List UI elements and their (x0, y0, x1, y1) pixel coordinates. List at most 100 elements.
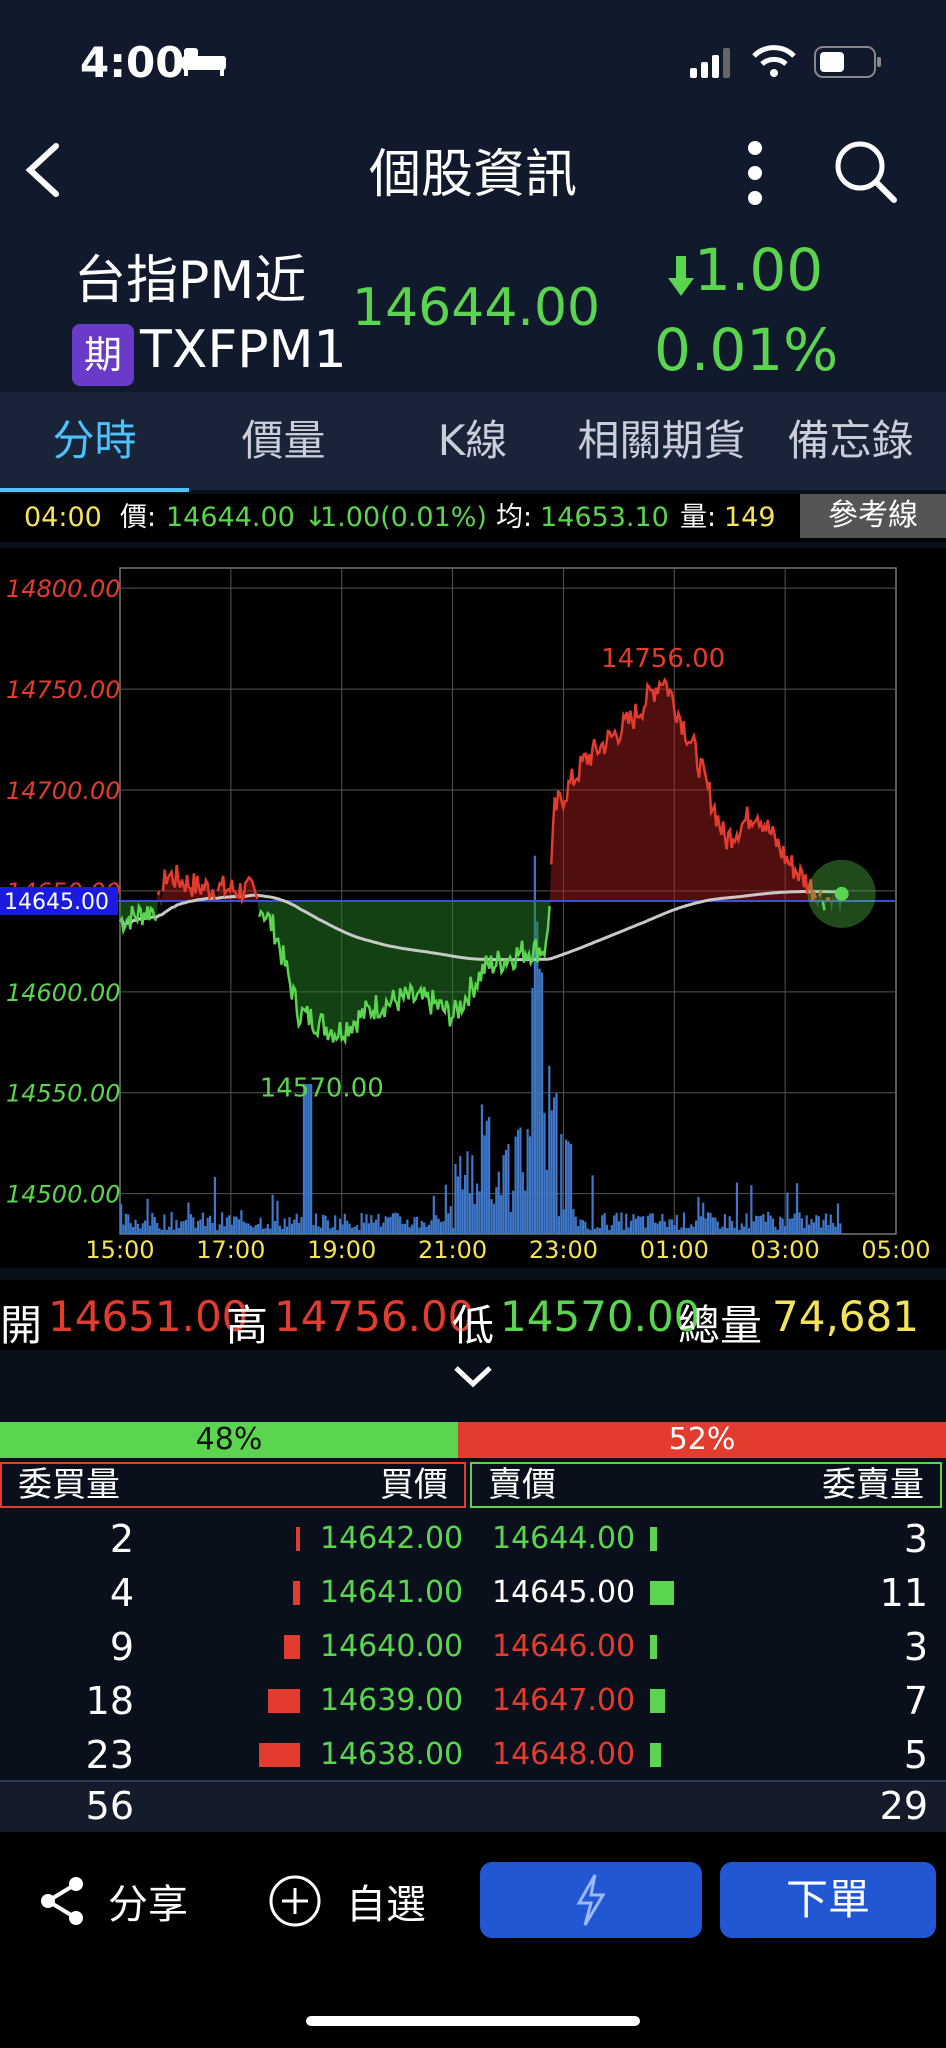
volume-bar (649, 1213, 652, 1234)
bid-qty: 18 (85, 1679, 134, 1723)
volume-bar (266, 1224, 269, 1234)
add-watchlist-icon[interactable] (268, 1874, 322, 1928)
volume-bar (437, 1218, 440, 1234)
volume-bar (560, 1134, 563, 1234)
volume-bar (591, 1175, 594, 1234)
low-label: 14570.00 (260, 1073, 384, 1103)
volume-bar (634, 1218, 637, 1234)
volume-bar (786, 1192, 789, 1234)
book-row[interactable]: 23 14638.00 14648.00 5 (0, 1728, 946, 1782)
volume-bar (702, 1202, 705, 1234)
volume-bar (148, 1225, 152, 1234)
book-row[interactable]: 9 14640.00 14646.00 3 (0, 1620, 946, 1674)
volume-bar (521, 1172, 524, 1234)
chevron-down-icon[interactable] (452, 1362, 494, 1390)
volume-bar (603, 1213, 606, 1234)
volume-bar (798, 1212, 801, 1234)
place-order-button[interactable]: 下單 (720, 1862, 936, 1938)
volume-bar (252, 1227, 255, 1234)
volume-bar (759, 1215, 763, 1234)
volume-bar (781, 1218, 784, 1234)
share-icon[interactable] (38, 1876, 86, 1926)
volume-bar (151, 1212, 154, 1234)
volume-bar (488, 1117, 491, 1234)
volume-bar (213, 1176, 217, 1234)
volume-bar (343, 1213, 346, 1234)
volume-bar (454, 1164, 457, 1234)
volume-bar (310, 1084, 313, 1234)
quick-order-button[interactable] (480, 1862, 702, 1938)
volume-bar (134, 1219, 137, 1234)
volume-bar (338, 1218, 342, 1234)
volume-bar (820, 1227, 823, 1234)
watchlist-button[interactable]: 自選 (346, 1882, 426, 1928)
volume-bar (329, 1228, 332, 1234)
volume-bar (654, 1222, 657, 1234)
volume-bar (305, 1084, 308, 1234)
volume-bar (593, 1228, 597, 1234)
lightning-icon (576, 1874, 606, 1926)
volume-bar (360, 1212, 363, 1234)
page-title: 個股資訊 (368, 145, 577, 205)
volume-bar (812, 1222, 816, 1234)
tab-memo[interactable]: 備忘錄 (787, 416, 914, 465)
volume-bar (514, 1136, 517, 1234)
volume-bar (281, 1228, 284, 1234)
volume-bar (451, 1227, 455, 1234)
quote-info-bar: 04:00 價: 14644.00 ↓ 1.00(0.01%) 均: 14653… (0, 494, 946, 542)
book-row[interactable]: 18 14639.00 14647.00 7 (0, 1674, 946, 1728)
volume-bar (800, 1218, 803, 1234)
search-icon[interactable] (832, 138, 898, 204)
volume-bar (528, 1136, 532, 1234)
x-tick-label: 17:00 (196, 1236, 265, 1264)
reference-line-button[interactable]: 參考線 (800, 494, 946, 538)
volume-bar (430, 1220, 433, 1234)
x-tick-label: 15:00 (85, 1236, 154, 1264)
volume-bar (492, 1203, 496, 1234)
more-icon[interactable] (740, 138, 770, 208)
volume-bar (459, 1156, 462, 1234)
volume-bar (456, 1176, 459, 1234)
quote-header: 台指PM近 期 TXFPM1 14644.00 1.00 0.01% (0, 222, 946, 392)
share-button[interactable]: 分享 (108, 1882, 188, 1928)
book-row[interactable]: 4 14641.00 14645.00 11 (0, 1566, 946, 1620)
total-vol-value: 74,681 (772, 1292, 919, 1341)
volume-bar (622, 1229, 625, 1234)
volume-bar (449, 1206, 452, 1234)
volume-bar (411, 1224, 414, 1234)
y-axis-labels: 14800.0014750.0014700.0014650.0014600.00… (6, 575, 121, 1208)
tab-kline[interactable]: K線 (437, 416, 508, 465)
volume-bar (129, 1223, 132, 1234)
home-indicator (306, 2016, 640, 2026)
volume-bar (370, 1215, 373, 1234)
volume-bar (827, 1224, 830, 1234)
volume-bar (577, 1226, 580, 1234)
volume-bar (247, 1223, 250, 1234)
volume-bar (670, 1219, 674, 1234)
volume-bar (516, 1129, 520, 1234)
volume-bar (504, 1149, 508, 1234)
ask-depth-bar (650, 1635, 657, 1659)
status-bar: 4:00 (0, 0, 946, 120)
volume-bar (350, 1227, 354, 1234)
tab-price-volume[interactable]: 價量 (241, 416, 326, 465)
volume-bar (447, 1213, 450, 1234)
volume-bar (141, 1223, 144, 1234)
volume-bar (199, 1219, 202, 1234)
y-tick-label: 14500.00 (6, 1181, 121, 1209)
volume-bar (334, 1215, 337, 1234)
volume-bar (233, 1216, 236, 1234)
volume-bar (314, 1213, 318, 1234)
book-row[interactable]: 2 14642.00 14644.00 3 (0, 1512, 946, 1566)
volume-bar (290, 1223, 293, 1234)
active-tab-indicator (0, 488, 189, 492)
volume-bar (755, 1215, 758, 1234)
volume-bar (189, 1214, 192, 1234)
tab-related-futures[interactable]: 相關期貨 (577, 416, 746, 465)
volume-bar (471, 1155, 474, 1234)
volume-bar (480, 1104, 484, 1234)
volume-bar (242, 1221, 245, 1234)
back-icon[interactable] (20, 140, 64, 200)
tab-intraday[interactable]: 分時 (52, 416, 137, 465)
volume-bar (201, 1212, 204, 1234)
